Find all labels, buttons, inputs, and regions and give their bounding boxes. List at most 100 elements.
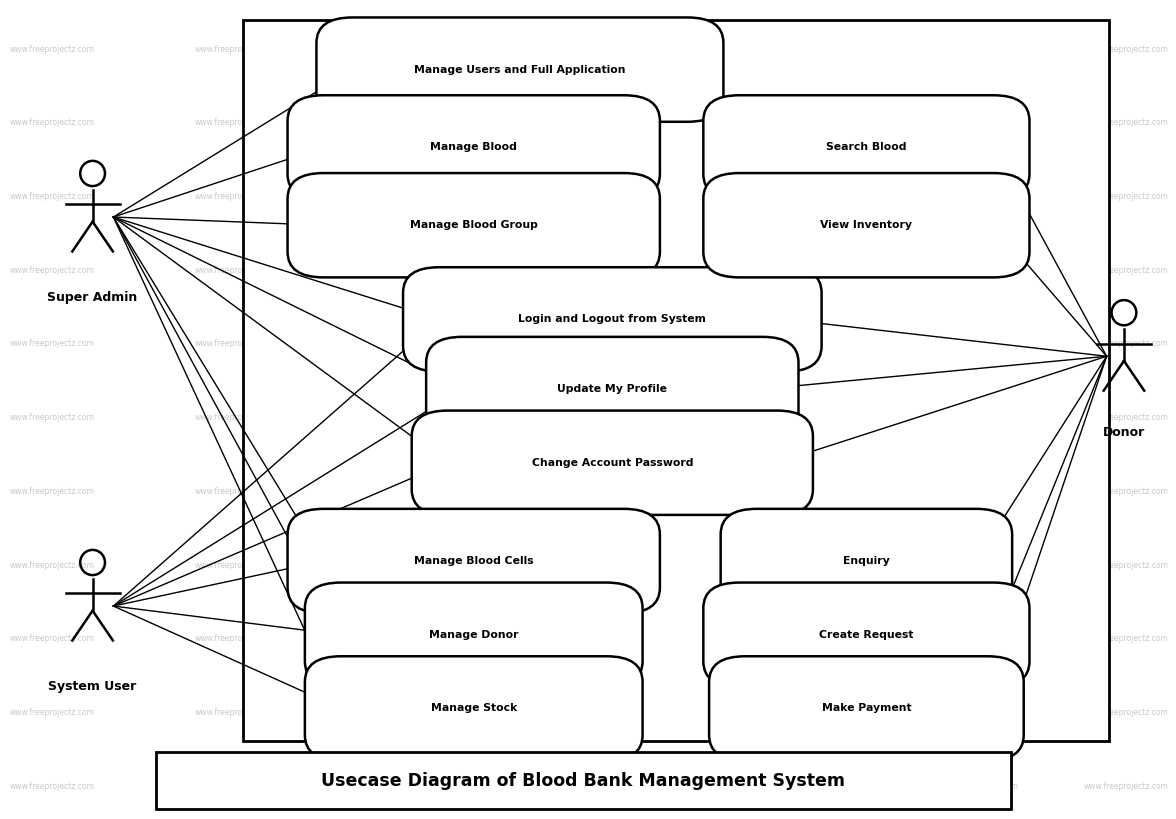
Text: www.freeprojectz.com: www.freeprojectz.com <box>1084 119 1169 127</box>
Text: www.freeprojectz.com: www.freeprojectz.com <box>380 119 465 127</box>
Text: www.freeprojectz.com: www.freeprojectz.com <box>1084 192 1169 201</box>
Text: Manage Blood Group: Manage Blood Group <box>409 220 537 230</box>
Text: www.freeprojectz.com: www.freeprojectz.com <box>934 782 1018 790</box>
FancyBboxPatch shape <box>403 267 822 372</box>
Text: Change Account Password: Change Account Password <box>532 458 693 468</box>
Text: www.freeprojectz.com: www.freeprojectz.com <box>564 635 649 643</box>
Text: www.freeprojectz.com: www.freeprojectz.com <box>9 192 94 201</box>
Text: www.freeprojectz.com: www.freeprojectz.com <box>194 414 280 422</box>
FancyBboxPatch shape <box>288 509 660 613</box>
Text: Create Request: Create Request <box>820 630 914 640</box>
Text: www.freeprojectz.com: www.freeprojectz.com <box>380 45 465 53</box>
Text: Search Blood: Search Blood <box>827 143 907 152</box>
Text: Manage Stock: Manage Stock <box>430 704 516 713</box>
Text: www.freeprojectz.com: www.freeprojectz.com <box>194 487 280 495</box>
Text: www.freeprojectz.com: www.freeprojectz.com <box>380 561 465 569</box>
Text: www.freeprojectz.com: www.freeprojectz.com <box>380 192 465 201</box>
Text: www.freeprojectz.com: www.freeprojectz.com <box>380 782 465 790</box>
Text: www.freeprojectz.com: www.freeprojectz.com <box>9 782 94 790</box>
Text: www.freeprojectz.com: www.freeprojectz.com <box>934 708 1018 717</box>
Text: Update My Profile: Update My Profile <box>557 384 667 394</box>
Text: www.freeprojectz.com: www.freeprojectz.com <box>749 782 834 790</box>
FancyBboxPatch shape <box>721 509 1013 613</box>
Text: www.freeprojectz.com: www.freeprojectz.com <box>934 119 1018 127</box>
Text: www.freeprojectz.com: www.freeprojectz.com <box>380 266 465 274</box>
Text: www.freeprojectz.com: www.freeprojectz.com <box>564 266 649 274</box>
FancyBboxPatch shape <box>305 582 642 687</box>
Text: www.freeprojectz.com: www.freeprojectz.com <box>564 119 649 127</box>
Text: www.freeprojectz.com: www.freeprojectz.com <box>194 635 280 643</box>
Text: www.freeprojectz.com: www.freeprojectz.com <box>194 340 280 348</box>
Text: www.freeprojectz.com: www.freeprojectz.com <box>380 708 465 717</box>
Text: www.freeprojectz.com: www.freeprojectz.com <box>1084 708 1169 717</box>
FancyBboxPatch shape <box>305 656 642 761</box>
Text: Manage Blood Cells: Manage Blood Cells <box>414 556 534 566</box>
Text: www.freeprojectz.com: www.freeprojectz.com <box>564 340 649 348</box>
Text: www.freeprojectz.com: www.freeprojectz.com <box>1084 266 1169 274</box>
Text: Usecase Diagram of Blood Bank Management System: Usecase Diagram of Blood Bank Management… <box>321 771 846 790</box>
Text: www.freeprojectz.com: www.freeprojectz.com <box>9 561 94 569</box>
Text: www.freeprojectz.com: www.freeprojectz.com <box>380 635 465 643</box>
Text: www.freeprojectz.com: www.freeprojectz.com <box>564 414 649 422</box>
FancyBboxPatch shape <box>703 95 1029 200</box>
Text: Super Admin: Super Admin <box>47 291 138 304</box>
Text: Login and Logout from System: Login and Logout from System <box>519 314 707 324</box>
Text: www.freeprojectz.com: www.freeprojectz.com <box>194 45 280 53</box>
Text: www.freeprojectz.com: www.freeprojectz.com <box>9 487 94 495</box>
Text: www.freeprojectz.com: www.freeprojectz.com <box>1084 635 1169 643</box>
Text: www.freeprojectz.com: www.freeprojectz.com <box>9 635 94 643</box>
FancyBboxPatch shape <box>316 17 723 122</box>
Text: www.freeprojectz.com: www.freeprojectz.com <box>564 782 649 790</box>
Text: www.freeprojectz.com: www.freeprojectz.com <box>564 561 649 569</box>
Text: View Inventory: View Inventory <box>821 220 913 230</box>
Text: www.freeprojectz.com: www.freeprojectz.com <box>934 487 1018 495</box>
FancyBboxPatch shape <box>288 95 660 200</box>
Text: www.freeprojectz.com: www.freeprojectz.com <box>1084 414 1169 422</box>
Text: www.freeprojectz.com: www.freeprojectz.com <box>194 708 280 717</box>
Text: www.freeprojectz.com: www.freeprojectz.com <box>749 487 834 495</box>
Text: www.freeprojectz.com: www.freeprojectz.com <box>564 192 649 201</box>
Text: www.freeprojectz.com: www.freeprojectz.com <box>194 782 280 790</box>
FancyBboxPatch shape <box>703 173 1029 278</box>
Text: www.freeprojectz.com: www.freeprojectz.com <box>749 561 834 569</box>
Text: www.freeprojectz.com: www.freeprojectz.com <box>194 266 280 274</box>
Text: www.freeprojectz.com: www.freeprojectz.com <box>1084 561 1169 569</box>
Text: www.freeprojectz.com: www.freeprojectz.com <box>9 119 94 127</box>
Text: www.freeprojectz.com: www.freeprojectz.com <box>749 266 834 274</box>
Text: Manage Users and Full Application: Manage Users and Full Application <box>414 65 626 75</box>
Text: www.freeprojectz.com: www.freeprojectz.com <box>749 414 834 422</box>
Text: Manage Blood: Manage Blood <box>430 143 517 152</box>
FancyBboxPatch shape <box>426 337 799 441</box>
Text: www.freeprojectz.com: www.freeprojectz.com <box>9 45 94 53</box>
Text: Make Payment: Make Payment <box>822 704 911 713</box>
Text: www.freeprojectz.com: www.freeprojectz.com <box>934 192 1018 201</box>
Text: www.freeprojectz.com: www.freeprojectz.com <box>380 487 465 495</box>
FancyBboxPatch shape <box>412 410 813 515</box>
Text: www.freeprojectz.com: www.freeprojectz.com <box>9 708 94 717</box>
Text: www.freeprojectz.com: www.freeprojectz.com <box>749 45 834 53</box>
Text: www.freeprojectz.com: www.freeprojectz.com <box>749 192 834 201</box>
Text: Donor: Donor <box>1103 426 1145 439</box>
Text: www.freeprojectz.com: www.freeprojectz.com <box>934 414 1018 422</box>
Text: www.freeprojectz.com: www.freeprojectz.com <box>1084 487 1169 495</box>
Text: www.freeprojectz.com: www.freeprojectz.com <box>9 340 94 348</box>
Text: www.freeprojectz.com: www.freeprojectz.com <box>934 635 1018 643</box>
Text: Manage Donor: Manage Donor <box>429 630 519 640</box>
Text: www.freeprojectz.com: www.freeprojectz.com <box>1084 340 1169 348</box>
Text: www.freeprojectz.com: www.freeprojectz.com <box>194 192 280 201</box>
Text: www.freeprojectz.com: www.freeprojectz.com <box>564 487 649 495</box>
FancyBboxPatch shape <box>242 20 1109 741</box>
Text: www.freeprojectz.com: www.freeprojectz.com <box>749 340 834 348</box>
Text: www.freeprojectz.com: www.freeprojectz.com <box>9 266 94 274</box>
FancyBboxPatch shape <box>156 752 1010 809</box>
FancyBboxPatch shape <box>709 656 1023 761</box>
Text: System User: System User <box>48 680 136 693</box>
Text: www.freeprojectz.com: www.freeprojectz.com <box>380 340 465 348</box>
Text: www.freeprojectz.com: www.freeprojectz.com <box>380 414 465 422</box>
Text: www.freeprojectz.com: www.freeprojectz.com <box>564 45 649 53</box>
Text: www.freeprojectz.com: www.freeprojectz.com <box>194 119 280 127</box>
Text: Enquiry: Enquiry <box>843 556 890 566</box>
Text: www.freeprojectz.com: www.freeprojectz.com <box>9 414 94 422</box>
Text: www.freeprojectz.com: www.freeprojectz.com <box>749 119 834 127</box>
Text: www.freeprojectz.com: www.freeprojectz.com <box>564 708 649 717</box>
